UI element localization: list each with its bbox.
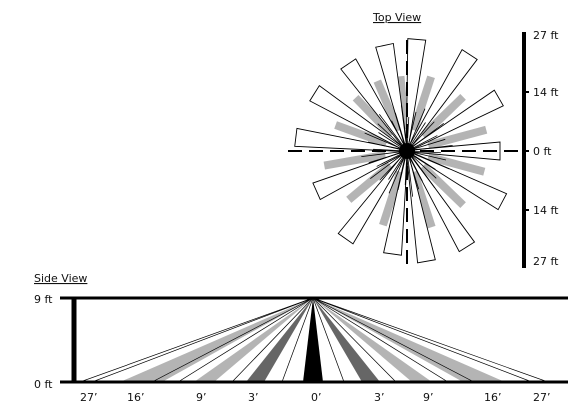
inner-beam	[373, 79, 403, 133]
fan-line	[79, 297, 314, 383]
outer-beam-group	[294, 38, 508, 264]
fan-line	[312, 297, 549, 383]
inner-beam	[379, 170, 405, 227]
inner-beam	[352, 94, 395, 138]
fan-line	[281, 297, 314, 383]
fan-wedge-right-9	[313, 298, 432, 382]
fan-line	[312, 297, 397, 383]
inner-beam	[420, 93, 466, 139]
scale-label-top: 27 ft	[533, 29, 559, 42]
distance-label-right-9: 9’	[423, 391, 434, 404]
sensor-center-dot	[399, 143, 415, 159]
scale-label-center: 0 ft	[533, 145, 552, 158]
distance-label-left-16: 16’	[127, 391, 145, 404]
fan-line	[151, 297, 314, 383]
height-label-bottom: 0 ft	[34, 378, 53, 391]
distance-label-left-9: 9’	[196, 391, 207, 404]
fan-line	[91, 297, 314, 383]
distance-label-right-16: 16’	[484, 391, 502, 404]
fan-line	[312, 297, 449, 383]
scale-label-bottom: 27 ft	[533, 255, 559, 268]
fan-line	[312, 297, 533, 383]
fan-wedge-left-16	[120, 298, 313, 382]
side-view: Side View 9 ft 0 ft	[34, 272, 568, 404]
side-fan	[120, 298, 505, 382]
fan-line	[312, 297, 475, 383]
scale-label-lower: 14 ft	[533, 204, 559, 217]
distance-label-right-3: 3’	[374, 391, 385, 404]
height-label-top: 9 ft	[34, 293, 53, 306]
distance-label-right-27: 27’	[533, 391, 551, 404]
fan-line	[177, 297, 314, 383]
distance-labels: 27’ 16’ 9’ 3’ 0’ 3’ 9’ 16’ 27’	[80, 391, 551, 404]
crosshair	[288, 40, 520, 264]
distance-label-left-3: 3’	[248, 391, 259, 404]
inner-beam	[334, 121, 388, 148]
inner-beam	[346, 162, 393, 203]
fan-wedge-center	[303, 298, 323, 382]
inner-beam	[427, 125, 488, 150]
fan-wedge-right-3	[313, 298, 380, 382]
inner-beam	[427, 152, 486, 176]
fan-wedge-left-9	[194, 298, 313, 382]
fan-wedge-left-3	[246, 298, 313, 382]
inner-beam	[420, 163, 466, 209]
side-view-title: Side View	[34, 272, 87, 285]
fan-wedge-right-16	[313, 298, 505, 382]
fan-line	[312, 297, 345, 383]
top-view-scale: 27 ft 14 ft 0 ft 14 ft 27 ft	[522, 29, 559, 268]
fan-line	[231, 297, 314, 383]
inner-beam	[409, 75, 435, 132]
distance-label-left-27: 27’	[80, 391, 98, 404]
side-fan-lines	[79, 297, 549, 383]
inner-beam-group	[323, 75, 488, 229]
top-view-title: Top View	[372, 11, 421, 24]
top-view: Top View 27 ft 14 ft 0 ft 14 ft 27 ft	[288, 11, 559, 268]
distance-label-center-0: 0’	[311, 391, 322, 404]
scale-label-upper: 14 ft	[533, 86, 559, 99]
